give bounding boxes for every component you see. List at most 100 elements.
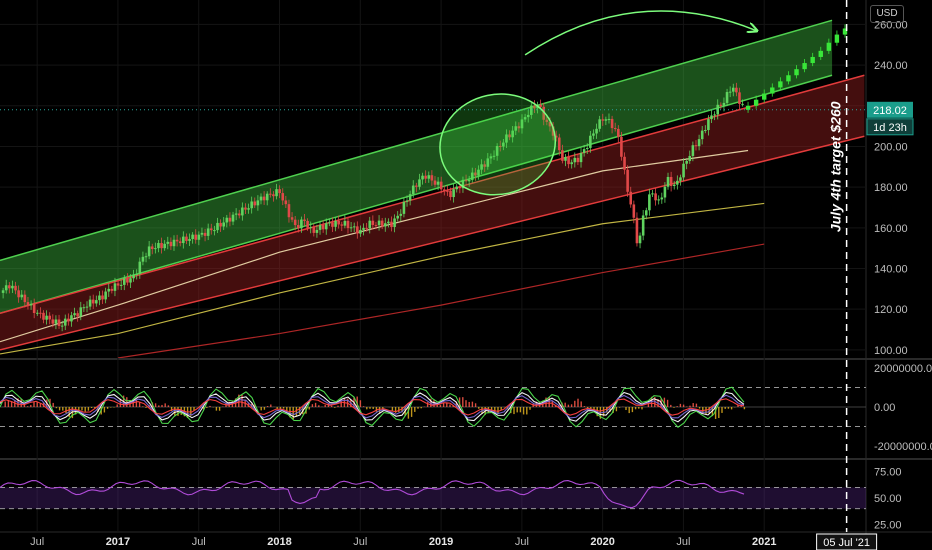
candle xyxy=(508,134,511,138)
candle xyxy=(663,186,667,198)
moving-average-line xyxy=(0,202,765,355)
candle xyxy=(281,193,285,201)
candle xyxy=(17,290,20,298)
candle xyxy=(219,222,222,227)
candle xyxy=(520,119,524,129)
candle xyxy=(54,319,58,324)
candle xyxy=(495,146,499,156)
price-tick-label: 240.00 xyxy=(874,60,908,72)
candle xyxy=(411,185,415,195)
candle xyxy=(570,162,573,165)
highlight-ellipse xyxy=(439,93,557,196)
rsi-tick-label: 75.00 xyxy=(874,466,902,478)
candle xyxy=(356,226,359,234)
candle xyxy=(250,201,253,209)
candle xyxy=(461,179,465,189)
candle xyxy=(542,106,546,120)
candle xyxy=(1,290,5,293)
candle xyxy=(592,133,595,136)
candle xyxy=(735,87,738,93)
channel-red-upper xyxy=(0,74,865,314)
candle xyxy=(576,157,580,163)
candle xyxy=(738,92,741,104)
candle xyxy=(119,284,123,286)
candle xyxy=(704,130,707,132)
candle xyxy=(237,213,241,216)
candle xyxy=(548,121,552,127)
candle xyxy=(101,295,104,300)
candle xyxy=(405,200,409,202)
candle xyxy=(632,204,636,218)
candle xyxy=(446,190,449,192)
candle xyxy=(169,241,173,247)
projection-candle xyxy=(786,75,791,82)
candle xyxy=(126,278,129,283)
candle xyxy=(464,179,468,182)
candle xyxy=(182,236,185,244)
time-tick-label: 2017 xyxy=(106,536,130,548)
candle xyxy=(11,285,14,289)
candle xyxy=(209,228,213,231)
candle xyxy=(104,291,107,300)
candle xyxy=(567,157,570,165)
candle xyxy=(380,220,384,227)
candle xyxy=(147,246,151,257)
candle xyxy=(95,300,98,304)
candle xyxy=(157,243,160,249)
candle xyxy=(346,220,350,229)
projection-candle xyxy=(778,81,783,88)
candle xyxy=(676,180,679,185)
candle xyxy=(533,105,536,109)
candle xyxy=(387,221,390,224)
osc-line xyxy=(0,394,745,419)
candle xyxy=(175,239,179,242)
current-price-label: 218.02 xyxy=(873,105,907,117)
candle xyxy=(8,285,11,289)
candle xyxy=(498,146,502,148)
candle xyxy=(672,184,676,186)
candle xyxy=(275,189,278,197)
price-tick-label: 120.00 xyxy=(874,304,908,316)
candle xyxy=(60,325,64,327)
candle xyxy=(610,118,614,129)
candle xyxy=(287,204,291,218)
candle xyxy=(418,179,421,187)
candle xyxy=(396,215,400,219)
time-tick-label: 2019 xyxy=(429,536,453,548)
candle xyxy=(402,201,406,214)
candle xyxy=(228,217,232,222)
candle xyxy=(129,278,132,283)
channel-green-upper xyxy=(0,19,833,262)
candle xyxy=(340,224,344,226)
candle xyxy=(76,313,79,317)
osc-tick-label: 0.00 xyxy=(874,402,895,414)
candle xyxy=(377,220,381,226)
candle xyxy=(651,193,654,195)
candle xyxy=(315,229,319,233)
candle xyxy=(470,172,474,180)
currency-button[interactable]: USD xyxy=(870,5,904,23)
candle xyxy=(477,169,480,176)
candle xyxy=(480,164,483,170)
candle xyxy=(526,114,530,118)
candle xyxy=(85,306,89,308)
candle xyxy=(427,175,431,179)
osc-tick-label: -20000000.00 xyxy=(874,441,932,453)
candle xyxy=(20,294,24,298)
candle xyxy=(79,307,83,317)
candle xyxy=(514,126,518,131)
candle xyxy=(318,224,322,230)
candle xyxy=(551,126,555,136)
candle xyxy=(35,312,39,314)
price-panel xyxy=(0,19,865,358)
candle xyxy=(362,227,365,230)
candle xyxy=(284,200,288,205)
candle xyxy=(436,181,440,185)
candle xyxy=(685,160,688,164)
candle xyxy=(439,181,443,190)
candle xyxy=(691,145,695,156)
candle xyxy=(206,228,210,236)
candle xyxy=(296,225,300,229)
